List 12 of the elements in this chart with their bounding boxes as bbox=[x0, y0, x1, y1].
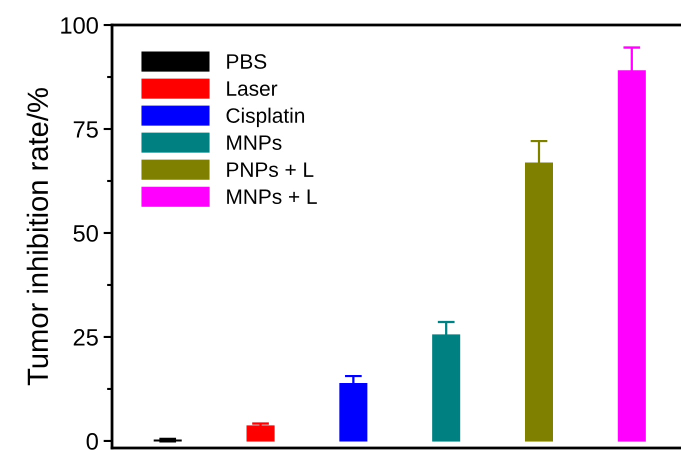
y-tick-label: 75 bbox=[74, 121, 98, 138]
legend-label: MNPs bbox=[227, 135, 282, 150]
y-tick-label: 100 bbox=[61, 17, 98, 34]
legend-label: PNPs + L bbox=[227, 162, 314, 178]
y-axis-title: Tumor inhibition rate/% bbox=[26, 88, 48, 386]
y-tick-label: 25 bbox=[74, 329, 98, 346]
y-tick-label: 0 bbox=[86, 433, 98, 450]
legend-label: Cisplatin bbox=[226, 108, 304, 128]
legend-label: Laser bbox=[227, 81, 278, 96]
legend-label: MNPs + L bbox=[227, 190, 317, 204]
y-tick-label: 50 bbox=[74, 225, 98, 242]
legend-label: PBS bbox=[227, 54, 266, 69]
